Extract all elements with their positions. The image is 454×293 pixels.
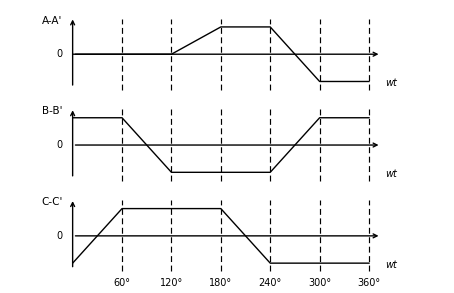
Text: 360°: 360° bbox=[357, 277, 380, 288]
Text: 0: 0 bbox=[57, 231, 63, 241]
Text: wt: wt bbox=[385, 78, 397, 88]
Text: 180°: 180° bbox=[209, 277, 232, 288]
Text: 240°: 240° bbox=[259, 277, 282, 288]
Text: B-B': B-B' bbox=[42, 106, 63, 116]
Text: C-C': C-C' bbox=[41, 197, 63, 207]
Text: wt: wt bbox=[385, 260, 397, 270]
Text: 300°: 300° bbox=[308, 277, 331, 288]
Text: 0: 0 bbox=[57, 49, 63, 59]
Text: 120°: 120° bbox=[160, 277, 183, 288]
Text: wt: wt bbox=[385, 169, 397, 179]
Text: 0: 0 bbox=[57, 140, 63, 150]
Text: 60°: 60° bbox=[114, 277, 131, 288]
Text: A-A': A-A' bbox=[42, 16, 63, 25]
